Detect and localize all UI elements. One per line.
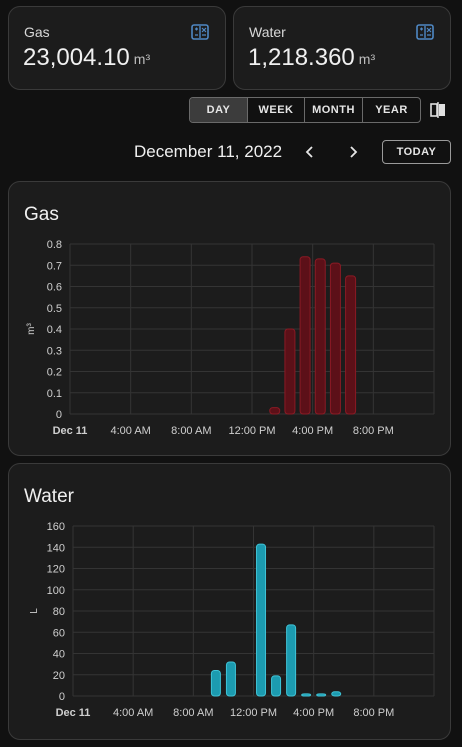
gas-chart-title: Gas — [24, 204, 59, 225]
water-y-tick-label: 140 — [47, 542, 65, 554]
gas-y-tick-label: 0.3 — [47, 345, 62, 357]
water-chart: 0 20 40 60 80 100 120 140 160 Dec 11 4:00 AM 8:00 A… — [29, 521, 435, 719]
water-bar[interactable] — [225, 661, 236, 697]
gas-x-tick-label: 8:00 PM — [353, 425, 394, 437]
water-y-tick-label: 160 — [47, 521, 65, 533]
water-bar[interactable] — [256, 543, 267, 697]
gas-x-tick-label: 4:00 AM — [110, 425, 150, 437]
period-week-button[interactable]: WEEK — [248, 98, 305, 122]
gas-bar[interactable] — [345, 275, 357, 415]
energy-meter-icon — [416, 24, 434, 40]
today-button[interactable]: TODAY — [382, 140, 451, 164]
gas-y-tick-label: 0.7 — [47, 260, 62, 272]
water-x-tick-label: 4:00 AM — [113, 707, 153, 719]
gas-bar[interactable] — [329, 262, 341, 415]
gas-y-tick-label: 0.5 — [47, 303, 62, 315]
water-bar[interactable] — [210, 670, 221, 697]
gas-bar[interactable] — [269, 407, 281, 415]
gas-bar[interactable] — [284, 328, 296, 415]
water-bar[interactable] — [286, 624, 297, 697]
current-date: December 11, 2022 — [134, 142, 283, 161]
water-bar[interactable] — [331, 691, 342, 697]
water-stat-value-row: 1,218.360 m³ — [248, 44, 375, 72]
water-y-tick-label: 80 — [53, 606, 65, 618]
gas-y-tick-label: 0.2 — [47, 367, 62, 379]
water-y-tick-label: 60 — [53, 627, 65, 639]
water-y-axis-label: L — [29, 608, 40, 614]
period-selector: DAY WEEK MONTH YEAR — [189, 97, 421, 123]
gas-bar[interactable] — [314, 258, 326, 415]
water-bar[interactable] — [301, 693, 312, 697]
period-year-button[interactable]: YEAR — [375, 104, 408, 116]
gas-chart-card: Gas — [8, 181, 451, 456]
chevron-right-icon[interactable] — [343, 141, 363, 163]
gas-stat-value-row: 23,004.10 m³ — [23, 44, 150, 72]
period-month-button[interactable]: MONTH — [305, 98, 363, 122]
water-y-tick-label: 0 — [59, 691, 65, 703]
water-x-tick-label: 8:00 AM — [173, 707, 213, 719]
gas-x-tick-label: 8:00 AM — [171, 425, 211, 437]
gas-y-tick-label: 0.4 — [47, 324, 62, 336]
water-chart-title: Water — [24, 486, 74, 507]
water-x-tick-label: 8:00 PM — [353, 707, 394, 719]
water-stat-unit: m³ — [358, 51, 376, 67]
gas-x-tick-label: 12:00 PM — [228, 425, 275, 437]
chevron-left-icon[interactable] — [300, 141, 320, 163]
gas-stat-title: Gas — [24, 24, 50, 40]
gas-x-tick-label: Dec 11 — [53, 425, 88, 437]
gas-chart: 0 0.1 0.2 0.3 0.4 0.5 0.6 0.7 0.8 Dec 11 4:00 AM 8:… — [26, 239, 435, 437]
water-bar[interactable] — [271, 675, 282, 697]
water-x-tick-label: 12:00 PM — [230, 707, 277, 719]
water-y-tick-label: 40 — [53, 649, 65, 661]
water-stat-card[interactable]: Water 1,218.360 m³ — [233, 6, 451, 90]
gas-x-tick-label: 4:00 PM — [292, 425, 333, 437]
gas-y-tick-label: 0.6 — [47, 282, 62, 294]
gas-stat-value: 23,004.10 — [23, 44, 130, 71]
water-x-tick-label: 4:00 PM — [293, 707, 334, 719]
water-x-tick-label: Dec 11 — [56, 707, 91, 719]
water-y-tick-label: 120 — [47, 564, 65, 576]
period-day-button[interactable]: DAY — [190, 98, 248, 122]
gas-y-tick-label: 0 — [56, 409, 62, 421]
gas-y-tick-label: 0.8 — [47, 239, 62, 251]
water-y-tick-label: 100 — [47, 585, 65, 597]
water-y-tick-label: 20 — [53, 670, 65, 682]
gas-y-tick-label: 0.1 — [47, 388, 62, 400]
water-bar[interactable] — [316, 693, 327, 697]
energy-meter-icon — [191, 24, 209, 40]
gas-stat-unit: m³ — [133, 51, 151, 67]
gas-y-axis-label: m³ — [26, 323, 37, 335]
compare-icon[interactable] — [429, 101, 447, 119]
gas-stat-card[interactable]: Gas 23,004.10 m³ — [8, 6, 226, 90]
water-stat-title: Water — [249, 24, 286, 40]
gas-bar[interactable] — [299, 256, 311, 415]
water-stat-value: 1,218.360 — [248, 44, 355, 71]
